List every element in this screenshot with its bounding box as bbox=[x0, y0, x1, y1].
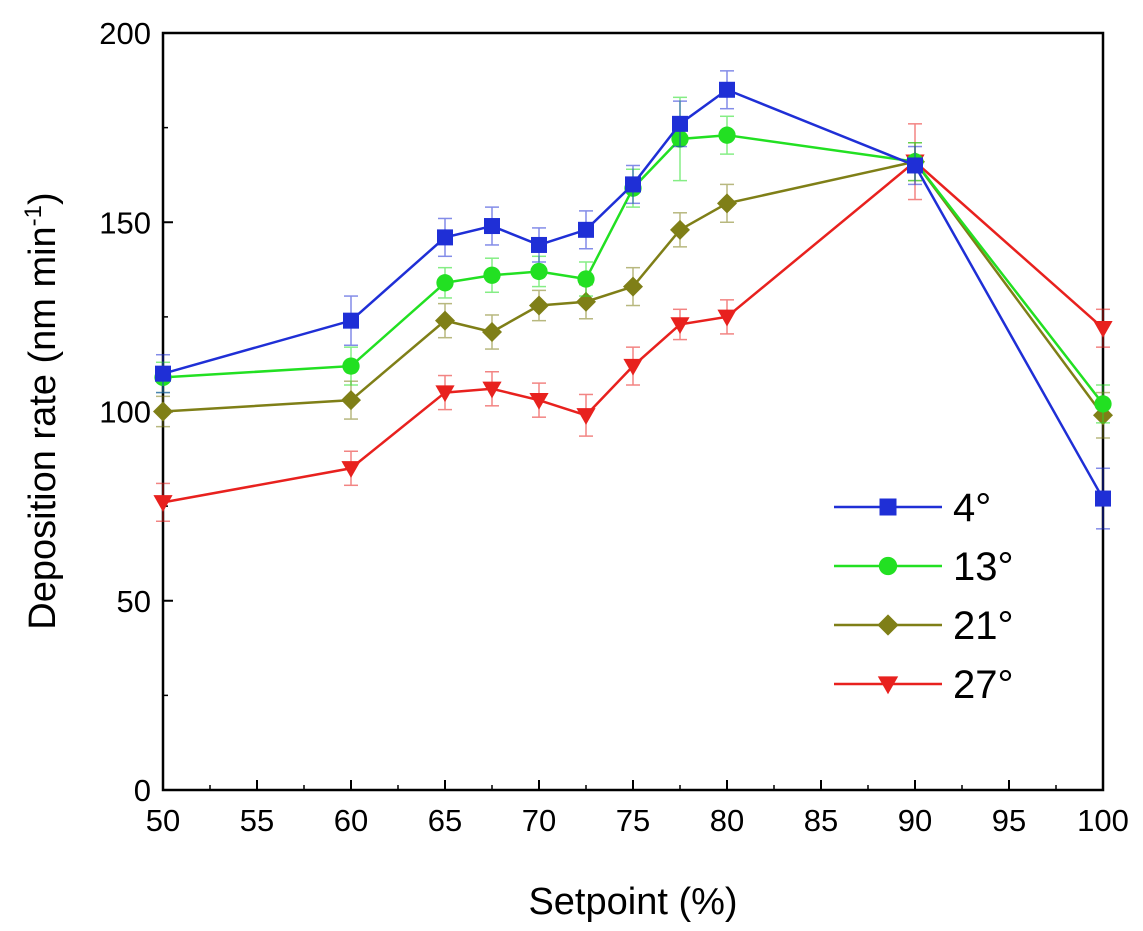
data-point bbox=[341, 461, 361, 478]
data-point bbox=[576, 408, 596, 425]
data-point bbox=[483, 266, 501, 284]
data-point bbox=[578, 221, 594, 238]
x-tick-label: 55 bbox=[240, 803, 274, 838]
legend-marker bbox=[877, 614, 899, 636]
legend-label: 4° bbox=[953, 486, 991, 530]
legend-label: 21° bbox=[953, 604, 1014, 648]
data-point bbox=[435, 310, 455, 331]
data-point bbox=[1095, 490, 1111, 507]
legend-marker bbox=[878, 556, 898, 576]
x-tick-label: 85 bbox=[804, 803, 838, 838]
data-point bbox=[343, 312, 359, 329]
data-point bbox=[437, 229, 453, 246]
legend-item: 13° bbox=[834, 545, 1014, 589]
series-1 bbox=[155, 70, 1111, 530]
y-axis-title-main: Deposition rate (nm min bbox=[22, 226, 64, 629]
data-point bbox=[672, 115, 688, 132]
legend-label: 27° bbox=[953, 663, 1014, 707]
x-tick-label: 65 bbox=[428, 803, 462, 838]
series-layer bbox=[153, 70, 1113, 530]
y-axis-title: Deposition rate (nm min-1) bbox=[20, 192, 64, 629]
y-axis: 0 50 100 150 200 bbox=[99, 16, 173, 808]
x-tick-label: 75 bbox=[616, 803, 650, 838]
x-tick-label: 95 bbox=[992, 803, 1026, 838]
x-axis: 50 55 60 65 70 75 80 85 90 95 100 bbox=[146, 780, 1129, 838]
y-axis-title-superscript: -1 bbox=[20, 205, 47, 226]
y-tick-label: 100 bbox=[99, 395, 151, 430]
x-tick-label: 60 bbox=[334, 803, 368, 838]
data-point bbox=[719, 81, 735, 98]
x-tick-label: 90 bbox=[898, 803, 932, 838]
x-tick-label: 50 bbox=[146, 803, 180, 838]
data-point bbox=[670, 219, 690, 240]
data-point bbox=[670, 317, 690, 335]
legend-item: 21° bbox=[834, 604, 1014, 648]
data-point bbox=[529, 295, 549, 316]
data-point bbox=[718, 126, 736, 144]
data-point bbox=[530, 262, 548, 281]
y-tick-label: 200 bbox=[99, 16, 151, 51]
data-point bbox=[531, 236, 547, 253]
x-tick-label: 80 bbox=[710, 803, 744, 838]
y-axis-title-close: ) bbox=[22, 192, 64, 205]
data-point bbox=[482, 381, 502, 399]
data-point bbox=[1094, 395, 1112, 413]
data-point bbox=[435, 385, 455, 403]
legend: 4° 13° 21° 27° bbox=[834, 486, 1014, 707]
data-point bbox=[623, 276, 643, 297]
legend-item: 4° bbox=[834, 486, 991, 530]
data-point bbox=[717, 193, 737, 214]
x-tick-label: 100 bbox=[1077, 803, 1129, 838]
data-point bbox=[482, 322, 502, 343]
data-point bbox=[341, 390, 361, 411]
data-point bbox=[625, 176, 641, 193]
data-point bbox=[1093, 321, 1113, 338]
data-point bbox=[155, 365, 171, 382]
y-tick-label: 0 bbox=[134, 773, 151, 808]
data-point bbox=[436, 274, 454, 292]
data-point bbox=[153, 495, 173, 512]
series-line bbox=[162, 160, 1104, 504]
legend-label: 13° bbox=[953, 545, 1014, 589]
data-point bbox=[153, 401, 173, 422]
y-tick-label: 150 bbox=[99, 205, 151, 240]
x-axis-title: Setpoint (%) bbox=[528, 881, 737, 923]
x-tick-label: 70 bbox=[522, 803, 556, 838]
data-point bbox=[529, 392, 549, 410]
data-point bbox=[623, 358, 643, 376]
data-point bbox=[717, 309, 737, 327]
data-point bbox=[484, 218, 500, 235]
legend-item: 27° bbox=[834, 663, 1014, 707]
legend-marker bbox=[879, 498, 897, 516]
y-tick-label: 50 bbox=[117, 584, 151, 619]
data-point bbox=[577, 270, 595, 288]
data-point bbox=[342, 357, 360, 375]
legend-marker bbox=[877, 676, 899, 695]
data-point bbox=[907, 157, 923, 174]
